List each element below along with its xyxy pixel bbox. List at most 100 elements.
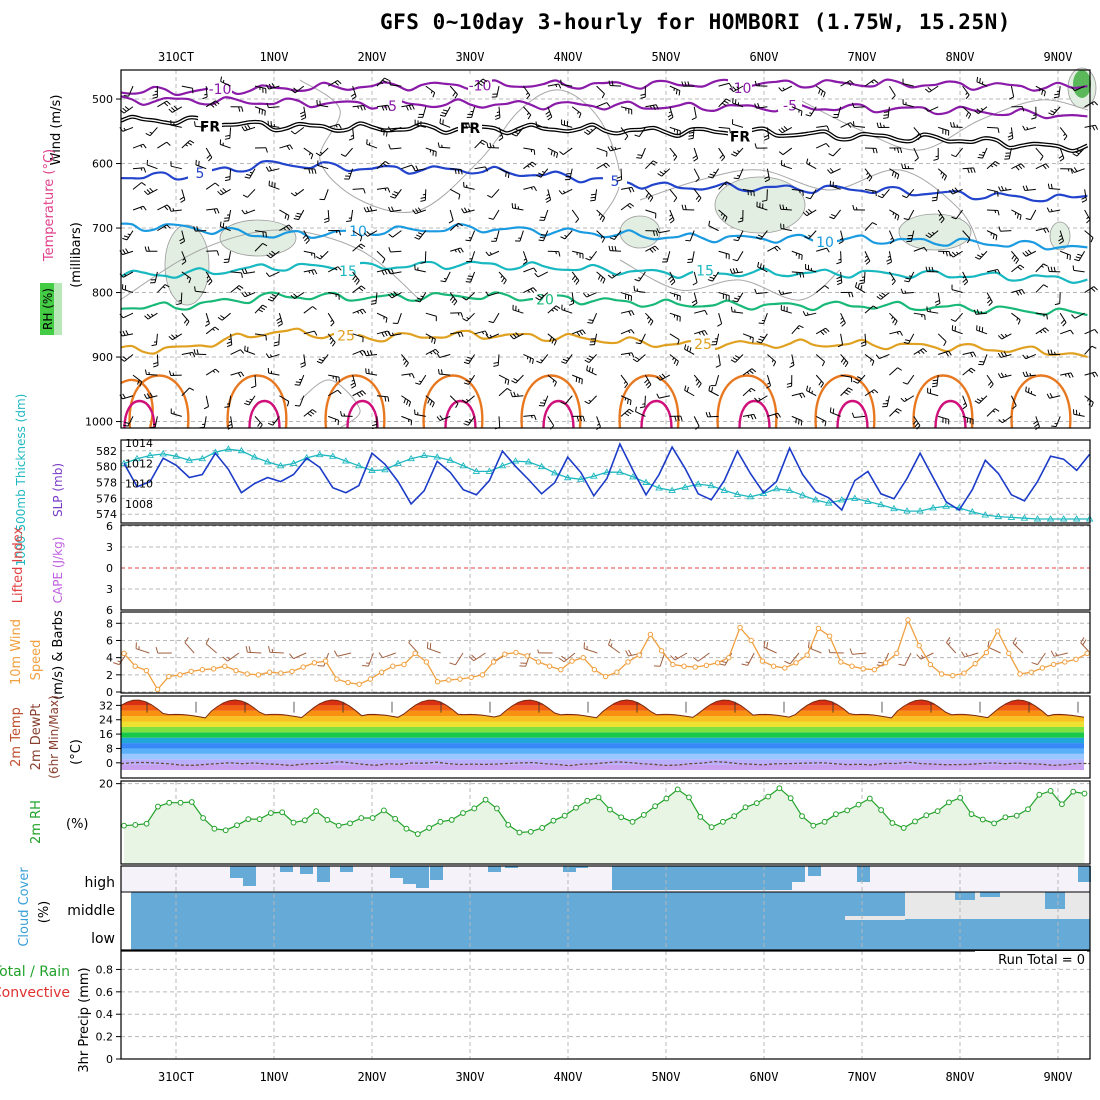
- wind-barb: [759, 263, 762, 269]
- rh2m-point: [629, 818, 636, 825]
- wind-barb: [1091, 125, 1096, 131]
- wind-barb: [1021, 289, 1025, 295]
- wind-barb: [855, 207, 858, 210]
- wind-barb: [1033, 114, 1037, 117]
- wind-barb: [928, 85, 939, 93]
- isotherm-label: FR: [460, 121, 481, 137]
- cloud-high-bar: [390, 866, 403, 878]
- wind10m-axis-label: 10m Wind: [9, 619, 24, 685]
- wind-barb: [539, 402, 545, 404]
- wind-barb: [778, 289, 782, 295]
- wind-barb: [556, 152, 559, 159]
- thickness-point: [263, 457, 272, 465]
- thickness-point: [890, 504, 898, 512]
- wind-barb: [924, 107, 929, 112]
- wind-barb: [260, 306, 266, 311]
- wind-barb: [925, 88, 930, 93]
- wind-barb: [635, 406, 637, 412]
- isotherm-line: [120, 159, 1088, 203]
- wind-barb: [608, 80, 611, 86]
- wind10m-barb: [227, 656, 231, 660]
- wind-barb: [1035, 312, 1047, 315]
- wind-barb: [864, 305, 874, 314]
- wind10m-barb: [184, 637, 189, 643]
- date-label-bottom: 9NOV: [1044, 1070, 1073, 1084]
- wind-barb: [951, 188, 956, 194]
- wind-barb: [217, 317, 223, 321]
- wind-barb: [337, 80, 342, 85]
- wind-barb: [584, 400, 590, 405]
- wind-barb: [800, 110, 803, 116]
- wind-barb: [773, 361, 777, 367]
- wind10m-speed-point: [849, 663, 855, 669]
- wind-barb: [465, 359, 471, 362]
- wind-barb: [748, 389, 752, 393]
- isotherm-30-arc: [226, 374, 288, 429]
- rh-contour: [299, 79, 621, 221]
- wind-barb: [634, 290, 646, 294]
- wind-barb: [425, 85, 435, 94]
- wind-barb: [122, 249, 126, 254]
- wind-barb: [940, 218, 945, 224]
- wind-barb: [345, 147, 353, 157]
- wind-barb: [334, 81, 339, 86]
- wind-barb: [546, 199, 551, 203]
- wind-barb: [756, 292, 768, 295]
- wind10m-speed-point: [804, 652, 810, 658]
- wind-barb: [513, 378, 519, 382]
- wind-barb: [1084, 189, 1087, 201]
- wind-barb: [512, 333, 517, 338]
- wind-barb: [382, 79, 388, 83]
- wind-barb: [362, 308, 367, 314]
- wind-barb: [599, 215, 603, 221]
- wind10m-barb: [449, 662, 456, 666]
- rh2m-point: [652, 803, 658, 810]
- wind10m-speed-point: [815, 625, 822, 632]
- wind10m-barb: [898, 663, 905, 667]
- wind-barb: [684, 204, 687, 210]
- wind-barb: [429, 400, 433, 406]
- wind-barb: [694, 309, 705, 314]
- wind10m-speed-point: [625, 659, 631, 665]
- wind-barb: [1024, 250, 1030, 256]
- rh2m-point: [923, 812, 930, 819]
- wind-barb: [737, 230, 744, 241]
- thickness-point: [916, 507, 924, 514]
- wind-barb: [571, 209, 580, 220]
- wind-barb: [535, 296, 541, 301]
- thickness-point: [550, 469, 559, 476]
- wind10m-speed-point: [770, 663, 777, 669]
- wind-barb: [474, 139, 483, 149]
- thickness-point: [159, 450, 167, 457]
- wind-barb: [530, 288, 535, 294]
- wind-barb: [976, 254, 982, 258]
- wind-barb: [1094, 371, 1099, 377]
- wind-barb: [782, 291, 785, 295]
- wind-barb: [444, 271, 451, 282]
- isotherm-35-arc: [934, 400, 967, 429]
- wind-barb: [230, 371, 242, 376]
- wind10m-barb: [248, 646, 251, 653]
- wind-barb: [220, 76, 223, 82]
- cloud-high-bar: [1078, 866, 1091, 882]
- wind-barb: [948, 350, 952, 356]
- wind-barb: [976, 398, 982, 402]
- wind-barb: [315, 256, 321, 260]
- wind-barb: [974, 400, 980, 404]
- wind-barb: [181, 230, 186, 242]
- wind-barb: [351, 385, 356, 389]
- wind10m-barb: [113, 662, 120, 666]
- wind-barb: [541, 294, 545, 297]
- wind10m-speed-point: [356, 681, 362, 687]
- wind-barb: [385, 317, 388, 323]
- wind-barb: [707, 176, 713, 179]
- run-total-label: Run Total = 0: [998, 953, 1085, 968]
- wind-barb: [987, 299, 992, 304]
- wind-barb: [756, 340, 762, 344]
- wind-barb: [408, 373, 411, 377]
- wind-barb: [124, 354, 134, 362]
- wind10m-barb: [828, 649, 831, 653]
- cloud-cover-axis-label: Cloud Cover: [17, 867, 32, 947]
- wind-barb: [436, 416, 441, 421]
- wind-barb: [498, 374, 510, 381]
